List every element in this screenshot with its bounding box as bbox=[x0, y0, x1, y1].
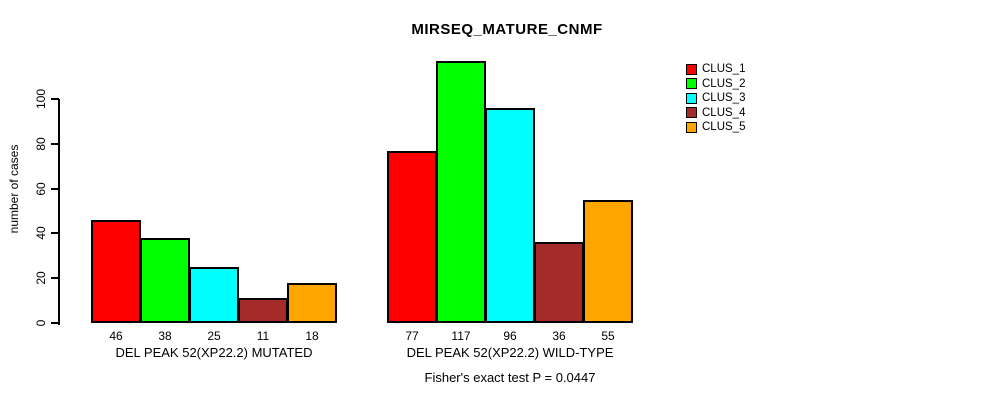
bar-value-label: 117 bbox=[451, 329, 471, 343]
y-axis-tick bbox=[51, 98, 59, 100]
fisher-test-note: Fisher's exact test P = 0.0447 bbox=[424, 370, 596, 385]
legend-row-clus_4: CLUS_4 bbox=[686, 106, 745, 121]
legend-label: CLUS_4 bbox=[702, 106, 746, 119]
legend-label: CLUS_3 bbox=[702, 92, 746, 105]
y-axis-tick-label: 100 bbox=[34, 88, 48, 110]
y-axis-tick-label: 40 bbox=[34, 226, 48, 241]
legend-swatch-icon bbox=[686, 78, 697, 90]
bar-value-label: 36 bbox=[552, 329, 566, 343]
y-axis-tick bbox=[51, 187, 59, 190]
legend-label: CLUS_1 bbox=[702, 63, 746, 76]
bar-value-label: 25 bbox=[207, 329, 221, 343]
legend-swatch-icon bbox=[686, 121, 697, 133]
y-axis-tick-label: 80 bbox=[34, 137, 48, 151]
legend-swatch-icon bbox=[686, 92, 697, 104]
y-axis-tick bbox=[51, 277, 59, 280]
bar-value-label: 55 bbox=[601, 329, 615, 343]
bar-value-label: 18 bbox=[305, 329, 319, 343]
bar-clus_3-group2 bbox=[485, 107, 535, 323]
legend-row-clus_2: CLUS_2 bbox=[686, 77, 745, 92]
chart-title: MIRSEQ_MATURE_CNMF bbox=[411, 21, 603, 38]
bar-clus_5-group1 bbox=[287, 282, 337, 323]
y-axis-tick-label: 0 bbox=[34, 319, 48, 327]
legend-swatch-icon bbox=[686, 107, 697, 119]
y-axis-tick bbox=[51, 142, 59, 145]
bar-value-label: 96 bbox=[503, 329, 517, 343]
y-axis-tick-label: 60 bbox=[34, 181, 48, 196]
legend-label: CLUS_5 bbox=[702, 121, 746, 134]
bar-clus_4-group1 bbox=[238, 298, 288, 323]
bar-clus_1-group2 bbox=[387, 150, 437, 323]
legend-swatch-icon bbox=[686, 63, 697, 75]
y-axis-tick-label: 20 bbox=[34, 271, 48, 285]
bar-clus_3-group1 bbox=[189, 267, 239, 323]
legend-label: CLUS_2 bbox=[702, 77, 746, 90]
bar-value-label: 11 bbox=[256, 329, 270, 343]
bar-clus_2-group1 bbox=[140, 237, 190, 323]
bar-clus_1-group1 bbox=[91, 219, 141, 323]
legend-row-clus_1: CLUS_1 bbox=[686, 62, 745, 77]
y-axis-line bbox=[58, 99, 60, 325]
x-group-label: DEL PEAK 52(XP22.2) WILD-TYPE bbox=[406, 345, 614, 360]
legend-row-clus_5: CLUS_5 bbox=[686, 120, 745, 135]
y-axis-tick bbox=[51, 322, 59, 324]
bar-value-label: 77 bbox=[405, 329, 419, 343]
legend: CLUS_1 CLUS_2 CLUS_3 CLUS_4 CLUS_5 bbox=[686, 62, 745, 135]
bar-value-label: 46 bbox=[109, 329, 123, 343]
bar-clus_2-group2 bbox=[436, 60, 486, 323]
bar-clus_4-group2 bbox=[534, 242, 584, 323]
x-group-label: DEL PEAK 52(XP22.2) MUTATED bbox=[115, 345, 313, 360]
legend-row-clus_3: CLUS_3 bbox=[686, 91, 745, 106]
bar-clus_5-group2 bbox=[583, 199, 633, 323]
y-axis-label: number of cases bbox=[7, 144, 21, 234]
y-axis-tick bbox=[51, 232, 59, 235]
bar-value-label: 38 bbox=[158, 329, 172, 343]
